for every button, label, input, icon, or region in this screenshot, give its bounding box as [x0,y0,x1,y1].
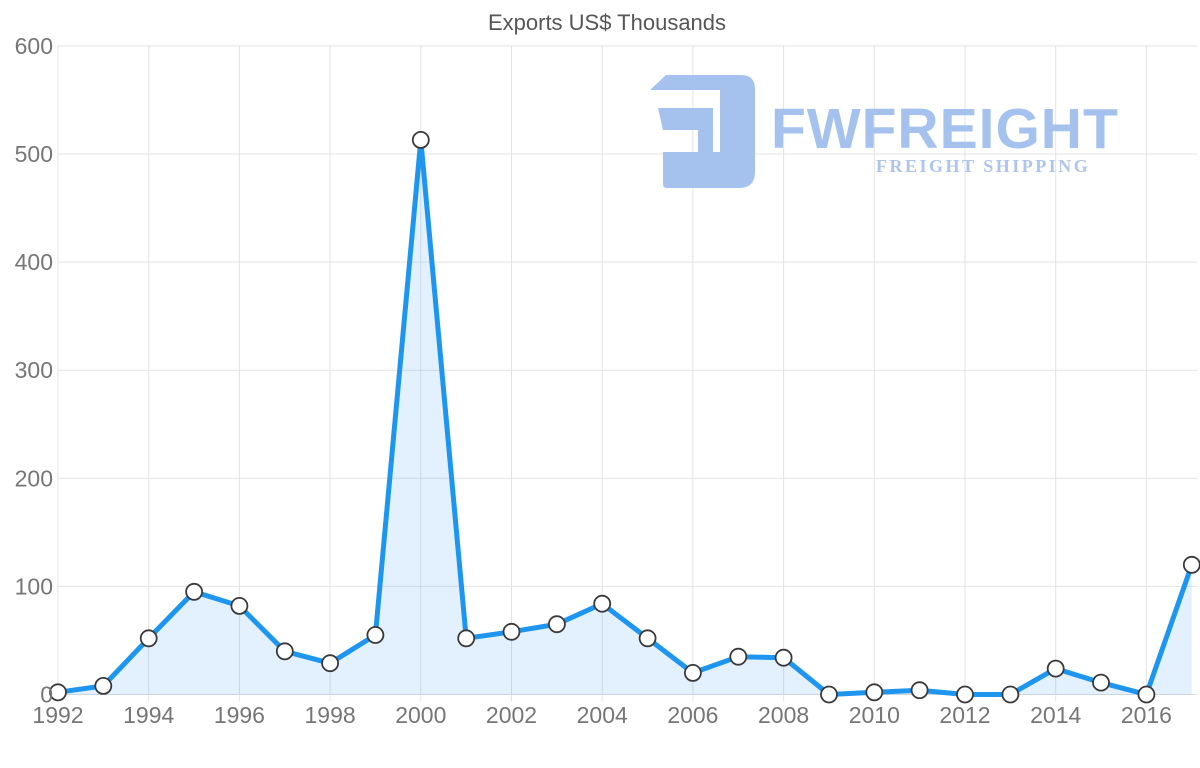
area-fill [58,139,1192,695]
x-tick-label: 2000 [395,702,446,728]
fwfreight-logo-icon [650,75,755,188]
data-point-marker[interactable] [865,683,884,702]
x-tick-label: 1992 [32,702,83,728]
y-axis-labels: 0 100 200 300 400 500 600 [15,33,53,708]
data-point-marker[interactable] [548,615,566,634]
data-point-marker[interactable] [820,685,838,704]
data-point-marker[interactable] [457,629,476,648]
x-tick-label: 1994 [123,702,174,728]
data-point-marker[interactable] [275,642,294,661]
y-tick-label: 0 [40,682,53,708]
data-point-marker[interactable] [185,582,204,601]
chart-title: Exports US$ Thousands [488,10,726,35]
data-point-marker[interactable] [139,629,158,648]
data-point-marker[interactable] [638,629,657,648]
x-tick-label: 1998 [305,702,356,728]
data-point-marker[interactable] [1046,659,1065,678]
y-tick-label: 100 [15,573,53,599]
data-point-marker[interactable] [1001,685,1020,704]
y-tick-label: 600 [15,33,53,59]
data-point-marker[interactable] [230,597,249,615]
data-point-marker[interactable] [1182,555,1200,574]
data-point-marker[interactable] [411,130,430,149]
x-tick-label: 2006 [667,702,718,728]
gridlines [57,45,1197,701]
area-path [58,139,1192,695]
data-point-marker[interactable] [684,664,702,682]
data-point-marker[interactable] [94,677,113,695]
data-point-marker[interactable] [502,622,521,641]
fwfreight-logo: FWFREIGHT FREIGHT SHIPPING [650,75,1119,188]
data-point-marker[interactable] [321,654,340,673]
logo-tagline: FREIGHT SHIPPING [876,156,1090,176]
x-tick-label: 1996 [214,702,265,728]
x-tick-label: 2002 [486,702,537,728]
data-point-marker[interactable] [774,648,793,667]
data-point-marker[interactable] [1092,673,1110,692]
x-tick-label: 2008 [758,702,809,728]
logo-wordmark: FWFREIGHT [771,97,1119,161]
y-tick-label: 500 [15,141,53,167]
y-tick-label: 300 [15,357,53,383]
data-point-marker[interactable] [729,647,748,666]
x-tick-label: 2012 [939,702,990,728]
x-tick-label: 2010 [849,702,900,728]
data-point-marker[interactable] [910,681,929,700]
x-tick-label: 2016 [1121,702,1172,728]
x-tick-label: 2014 [1030,702,1081,728]
y-tick-label: 400 [15,249,53,275]
data-point-marker[interactable] [49,683,67,702]
data-point-marker[interactable] [956,685,974,704]
data-point-marker[interactable] [366,626,385,644]
data-point-marker[interactable] [1137,685,1156,704]
x-tick-label: 2004 [577,702,628,728]
data-markers [49,130,1200,704]
y-tick-label: 200 [15,465,53,491]
x-axis-labels: 1992 1994 1996 1998 2000 2002 2004 2006 2008 2010… [32,702,1172,728]
data-point-marker[interactable] [593,594,612,613]
